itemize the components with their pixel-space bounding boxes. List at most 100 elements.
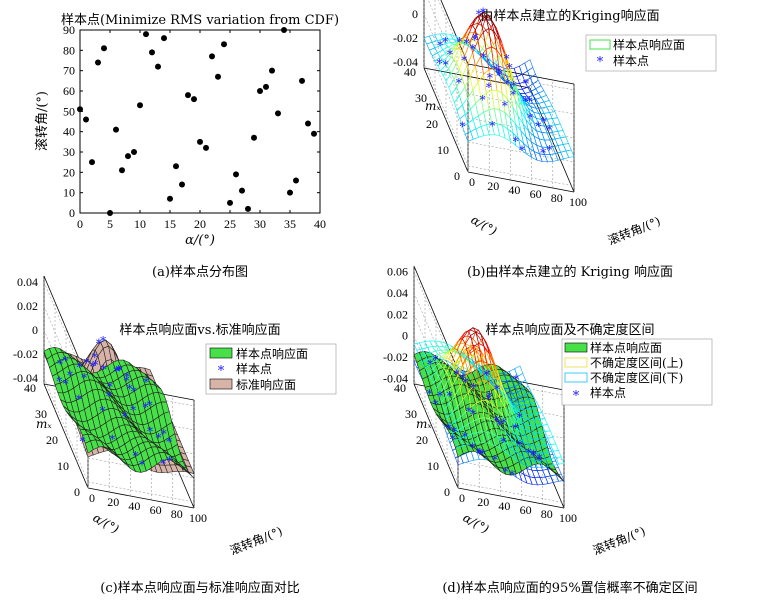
upper-bound-cell [555,456,565,465]
panel-d-surface-mesh [413,326,565,486]
x-tick-label: 40 [404,65,416,79]
y-tick-label: 100 [189,511,207,525]
y-tick-label: 20 [487,179,499,193]
panel-b-legend: 样本点响应面 * 样本点 [585,34,717,72]
axis-frame-line [440,0,469,65]
y-tick-label: 80 [551,191,563,205]
sample-point: * [501,416,507,430]
sample-point: * [457,35,463,49]
z-tick-label: -0.02 [13,347,38,361]
panel-a-scatter: 样本点(Minimize RMS variation from CDF) 0 5 1… [34,13,339,280]
z-tick-label: -0.04 [393,55,418,69]
y-tick-label: 20 [63,165,75,179]
panel-b-title: 由样本点建立的Kriging响应面 [480,8,659,24]
sample-point: * [56,374,62,388]
sample-point: * [127,382,133,396]
sample-point [257,88,263,94]
x-tick-label: 25 [224,217,236,231]
sample-point: * [519,144,525,158]
sample-point: * [139,458,145,472]
axis-frame-line [457,487,565,509]
sample-point: * [503,465,509,479]
sample-point: * [470,441,476,455]
sample-point: * [493,414,499,428]
x-tick-label: 10 [437,143,449,157]
surface-cell [562,143,572,152]
sample-point: * [479,447,485,461]
x-tick-label: 0 [74,485,80,499]
sample-point: * [142,400,148,414]
panel-c-legend-label-samples: 样本点 [236,361,272,376]
sample-point: * [522,95,528,109]
sample-point: * [92,350,98,364]
z-tick-label: -0.04 [13,371,38,385]
surface-cell [501,124,511,142]
z-tick-label: -0.02 [383,350,408,364]
sample-point: * [546,123,552,137]
panel-b-ylabel: 滚转角/(°) [606,213,663,248]
sample-point: * [117,364,123,378]
sample-point: * [476,446,482,460]
x-tick-label: 5 [107,217,113,231]
sample-point: * [472,31,478,45]
y-tick-label: 100 [569,195,587,209]
panel-d-legend: 样本点响应面 不确定度区间(上) 不确定度区间(下) * 样本点 [561,338,713,406]
panel-d-legend-swatch-upper [564,357,588,368]
sample-point [239,187,245,194]
x-tick-label: 0 [444,485,450,499]
y-tick-label: 90 [63,23,75,37]
upper-bound-cell [550,443,559,452]
panel-c-legend-swatch-surface [209,347,233,359]
sample-point [119,167,125,174]
panel-d-legend-label-surface: 样本点响应面 [590,340,662,355]
sample-point: * [487,390,493,404]
sample-point: * [147,425,153,439]
panel-a-ylabel: 滚转角/(°) [34,91,50,151]
panel-d-sample-points: *** * **** ********** ****** ************ **** [426,353,542,482]
z-tick-label: 0 [32,323,38,337]
sample-point: * [500,435,506,449]
panel-d-legend-swatch-surface [564,342,588,353]
sample-point: * [160,457,166,471]
x-tick-label: 30 [35,407,47,421]
panel-c-legend-label-standard: 标准响应面 [236,377,296,392]
x-tick-label: 40 [394,381,406,395]
sample-point: * [483,368,489,382]
sample-point: * [513,373,519,387]
sample-point: * [470,42,476,56]
y-tick-label: 100 [559,511,577,525]
y-tick-label: 80 [171,507,183,521]
gridline [467,69,575,91]
sample-point: * [113,364,119,378]
upper-bound-cell [544,430,554,439]
sample-point [251,134,257,141]
standard-surface-cell [185,465,195,475]
panel-d-title: 样本点响应面及不确定度区间 [485,322,654,338]
panel-b-legend-swatch-samples: * [597,55,604,70]
panel-b-surface: 由样本点建立的Kriging响应面 **** ********** ********… [393,0,717,280]
sample-point [305,120,311,127]
sample-point [77,106,83,113]
sample-point: * [147,399,153,413]
sample-point: * [466,405,472,419]
x-tick-label: 15 [164,217,176,231]
sample-point [167,195,173,202]
y-tick-label: 40 [508,183,520,197]
panel-b-zlabel: mₓ [425,99,441,113]
sample-point [95,59,101,66]
surface-cell [546,105,556,113]
sample-point: * [90,360,96,374]
sample-point: * [460,120,466,134]
sample-point [131,149,137,155]
sample-point: * [480,93,486,107]
sample-point: * [509,468,515,482]
surface-cell [453,94,463,112]
panel-d-legend-label-lower: 不确定度区间(下) [590,370,683,385]
panel-b-y-ticks: 0 20 40 60 80 100 [469,175,587,209]
z-tick-label: 0.04 [17,275,38,289]
y-tick-label: 40 [498,499,510,513]
sample-point: * [463,36,469,50]
z-tick-label: 0.06 [387,264,408,278]
x-tick-label: 10 [57,459,69,473]
